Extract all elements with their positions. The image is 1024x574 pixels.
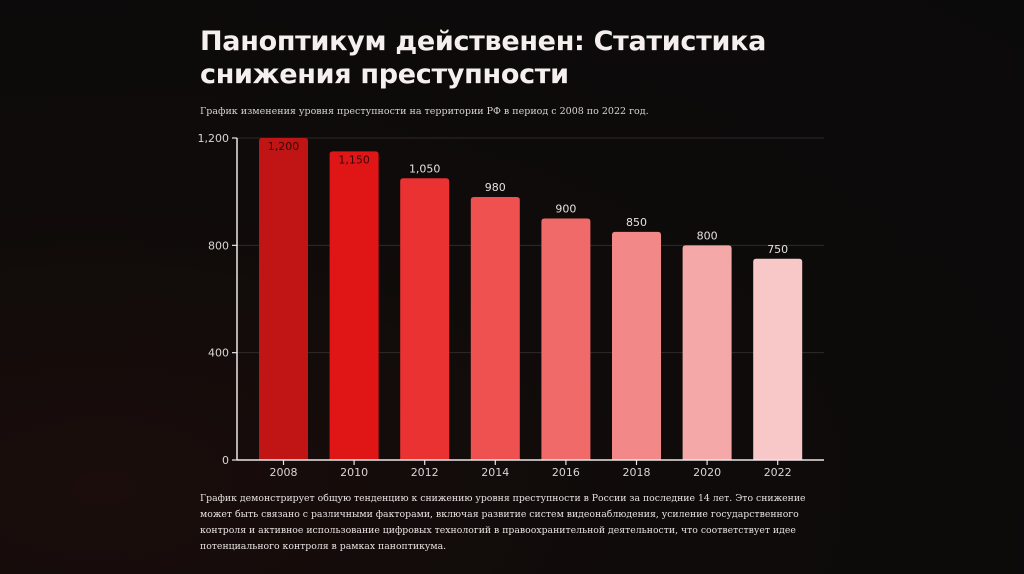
bars	[259, 138, 803, 461]
bar-2008	[259, 138, 308, 460]
y-tick-label: 400	[208, 347, 229, 360]
bar-data-label: 1,050	[409, 162, 441, 175]
x-tick-label: 2016	[552, 466, 580, 479]
x-tick-label: 2008	[270, 466, 298, 479]
bar-data-label: 800	[697, 229, 718, 242]
page-title: Паноптикум действенен: Статистика снижен…	[200, 26, 767, 90]
y-tick-label: 800	[208, 239, 229, 252]
bar-2022	[753, 258, 803, 460]
grid-lines	[237, 137, 824, 354]
bar-2014	[470, 197, 520, 461]
y-tick-label: 1,200	[198, 132, 230, 145]
bar-data-label: 750	[767, 243, 788, 256]
bar-data-label: 850	[626, 216, 647, 229]
x-tick-label: 2014	[481, 466, 509, 479]
bar-2016	[541, 218, 591, 460]
x-tick-label: 2022	[764, 466, 792, 479]
labels: 0 400 800 1,200 1,200 2008 1,150 2010 1,050 2012 9…	[198, 132, 792, 479]
bar-2010	[329, 151, 379, 460]
bar-data-label: 1,200	[268, 140, 300, 153]
x-tick-label: 2020	[693, 466, 721, 479]
y-tick-label: 0	[222, 454, 229, 467]
chart-subtitle: График изменения уровня преступности на …	[200, 106, 649, 117]
axes	[232, 137, 824, 465]
bar-2020	[682, 245, 732, 460]
x-tick-label: 2010	[340, 466, 368, 479]
bar-2012	[400, 178, 450, 460]
bar-2018	[612, 231, 661, 460]
bar-data-label: 1,150	[338, 153, 370, 166]
bar-data-label: 900	[555, 203, 576, 216]
x-tick-label: 2018	[623, 466, 651, 479]
bar-data-label: 980	[485, 181, 506, 194]
chart-description: График демонстрирует общую тенденцию к с…	[200, 493, 806, 552]
x-tick-label: 2012	[411, 466, 439, 479]
